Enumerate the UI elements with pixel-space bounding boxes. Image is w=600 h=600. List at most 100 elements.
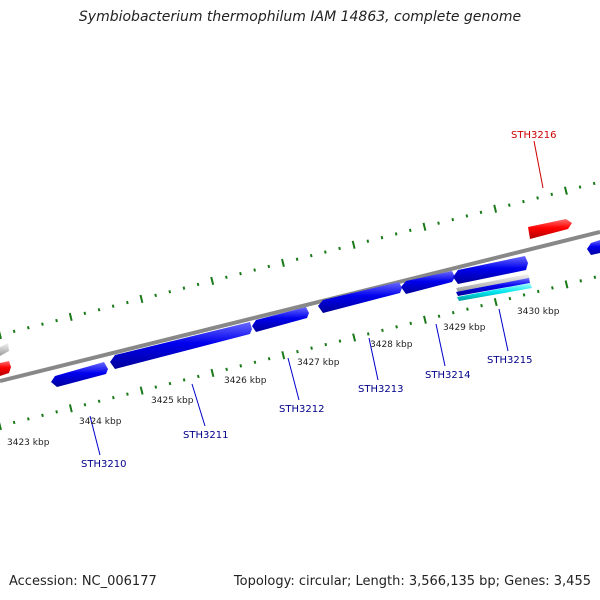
lower-ring-minor-tick bbox=[522, 293, 526, 297]
lower-ring-minor-tick bbox=[12, 420, 16, 425]
reverse-gene-sth3214[interactable] bbox=[401, 271, 455, 294]
upper-ring-minor-tick bbox=[55, 318, 58, 323]
lower-ring-minor-tick bbox=[324, 342, 328, 347]
kbp-label-3424: 3424 kbp bbox=[79, 417, 122, 427]
upper-ring-major-tick bbox=[493, 204, 498, 213]
upper-ring-minor-tick bbox=[380, 235, 384, 240]
upper-ring-major-tick bbox=[68, 312, 73, 322]
upper-ring-minor-tick bbox=[437, 221, 440, 225]
lower-ring-minor-tick bbox=[253, 360, 257, 364]
reverse-gene-sth3211[interactable] bbox=[110, 322, 252, 369]
upper-ring-minor-tick bbox=[154, 293, 157, 298]
upper-ring-minor-tick bbox=[267, 264, 271, 269]
lower-ring-minor-tick bbox=[366, 332, 370, 336]
accession-text: Accession: NC_006177 bbox=[9, 574, 157, 589]
lower-ring-minor-tick bbox=[267, 357, 271, 361]
grey-gene-left-edge[interactable] bbox=[0, 343, 9, 356]
upper-ring-major-tick bbox=[139, 294, 144, 304]
upper-ring-minor-tick bbox=[12, 329, 16, 334]
upper-ring-minor-tick bbox=[309, 253, 313, 258]
upper-ring-minor-tick bbox=[408, 228, 412, 233]
lower-ring-minor-tick bbox=[112, 395, 115, 400]
lower-ring-minor-tick bbox=[381, 328, 384, 333]
upper-ring-minor-tick bbox=[536, 196, 539, 200]
upper-ring-major-tick bbox=[351, 240, 356, 249]
lower-ring-major-tick bbox=[352, 333, 357, 342]
upper-ring-minor-tick bbox=[366, 239, 370, 243]
upper-ring-minor-tick bbox=[168, 290, 172, 294]
lower-tick-ring bbox=[0, 275, 597, 431]
lower-ring-minor-tick bbox=[310, 346, 313, 350]
upper-ring-minor-tick bbox=[253, 268, 256, 272]
lower-ring-minor-tick bbox=[480, 303, 483, 308]
connector-sth3216 bbox=[533, 140, 544, 189]
lower-ring-minor-tick bbox=[196, 374, 200, 379]
map-title: Symbiobacterium thermophilum IAM 14863, … bbox=[78, 9, 522, 25]
reverse-gene-sth3210[interactable] bbox=[51, 362, 108, 387]
upper-ring-minor-tick bbox=[41, 322, 44, 326]
lower-ring-minor-tick bbox=[154, 385, 158, 389]
lower-ring-major-tick bbox=[210, 368, 215, 378]
lower-ring-minor-tick bbox=[451, 310, 455, 315]
rna-feature-sth3215[interactable] bbox=[457, 283, 532, 301]
gene-label-sth3214[interactable]: STH3214 bbox=[425, 370, 470, 381]
reverse-gene-sth3215-upper[interactable] bbox=[453, 256, 528, 284]
kbp-label-3427: 3427 kbp bbox=[297, 358, 340, 368]
upper-tick-ring bbox=[0, 181, 596, 340]
lower-ring-minor-tick bbox=[395, 325, 398, 329]
upper-ring-major-tick bbox=[0, 330, 2, 340]
grey-feature-sth3215[interactable] bbox=[456, 274, 530, 292]
gene-label-sth3210[interactable]: STH3210 bbox=[81, 459, 126, 470]
upper-ring-minor-tick bbox=[507, 203, 511, 207]
forward-gene-stub-left[interactable] bbox=[0, 361, 11, 376]
lower-ring-major-tick bbox=[139, 386, 144, 395]
kbp-label-3430: 3430 kbp bbox=[517, 307, 560, 317]
upper-ring-minor-tick bbox=[592, 181, 596, 186]
forward-gene-sth3216[interactable] bbox=[528, 219, 572, 239]
lower-ring-major-tick bbox=[281, 351, 286, 360]
lower-ring-minor-tick bbox=[41, 413, 44, 418]
kbp-label-3425: 3425 kbp bbox=[151, 396, 194, 406]
upper-ring-minor-tick bbox=[451, 217, 455, 222]
upper-ring-minor-tick bbox=[83, 311, 87, 316]
kbp-label-3423: 3423 kbp bbox=[7, 438, 50, 448]
lower-ring-major-tick bbox=[423, 315, 427, 324]
reverse-gene-sth3213[interactable] bbox=[318, 282, 402, 313]
connector-sth3211 bbox=[191, 383, 206, 427]
reverse-gene-sth3215-lower[interactable] bbox=[456, 278, 530, 296]
lower-ring-minor-tick bbox=[97, 399, 101, 403]
gene-label-sth3216[interactable]: STH3216 bbox=[511, 130, 556, 141]
connector-sth3215 bbox=[498, 308, 509, 352]
upper-ring-minor-tick bbox=[550, 192, 554, 197]
lower-ring-minor-tick bbox=[55, 410, 58, 414]
upper-ring-minor-tick bbox=[196, 282, 200, 287]
lower-ring-minor-tick bbox=[338, 339, 342, 343]
upper-ring-minor-tick bbox=[126, 300, 129, 305]
upper-ring-minor-tick bbox=[465, 214, 469, 218]
reverse-gene-sth3212[interactable] bbox=[252, 307, 309, 332]
upper-ring-minor-tick bbox=[578, 185, 582, 189]
upper-ring-minor-tick bbox=[522, 199, 525, 204]
connector-sth3213 bbox=[368, 337, 379, 381]
gene-label-sth3211[interactable]: STH3211 bbox=[183, 430, 228, 441]
lower-ring-minor-tick bbox=[551, 286, 554, 290]
upper-ring-major-tick bbox=[422, 222, 427, 231]
upper-ring-minor-tick bbox=[26, 326, 30, 330]
reverse-gene-right-edge[interactable] bbox=[587, 240, 600, 255]
gene-label-sth3213[interactable]: STH3213 bbox=[358, 384, 403, 395]
gene-label-sth3215[interactable]: STH3215 bbox=[487, 355, 532, 366]
connector-sth3210 bbox=[89, 415, 101, 456]
lower-ring-minor-tick bbox=[83, 403, 87, 407]
upper-ring-minor-tick bbox=[338, 246, 341, 251]
lower-ring-minor-tick bbox=[508, 296, 512, 301]
lower-ring-minor-tick bbox=[239, 364, 243, 368]
lower-ring-minor-tick bbox=[409, 321, 413, 326]
genome-summary-text: Topology: circular; Length: 3,566,135 bp… bbox=[233, 574, 591, 589]
upper-ring-major-tick bbox=[563, 186, 568, 195]
kbp-label-3429: 3429 kbp bbox=[443, 323, 486, 333]
lower-ring-major-tick bbox=[564, 280, 569, 289]
gene-label-sth3212[interactable]: STH3212 bbox=[279, 404, 324, 415]
lower-ring-minor-tick bbox=[296, 349, 299, 354]
kbp-label-3428: 3428 kbp bbox=[370, 340, 413, 350]
